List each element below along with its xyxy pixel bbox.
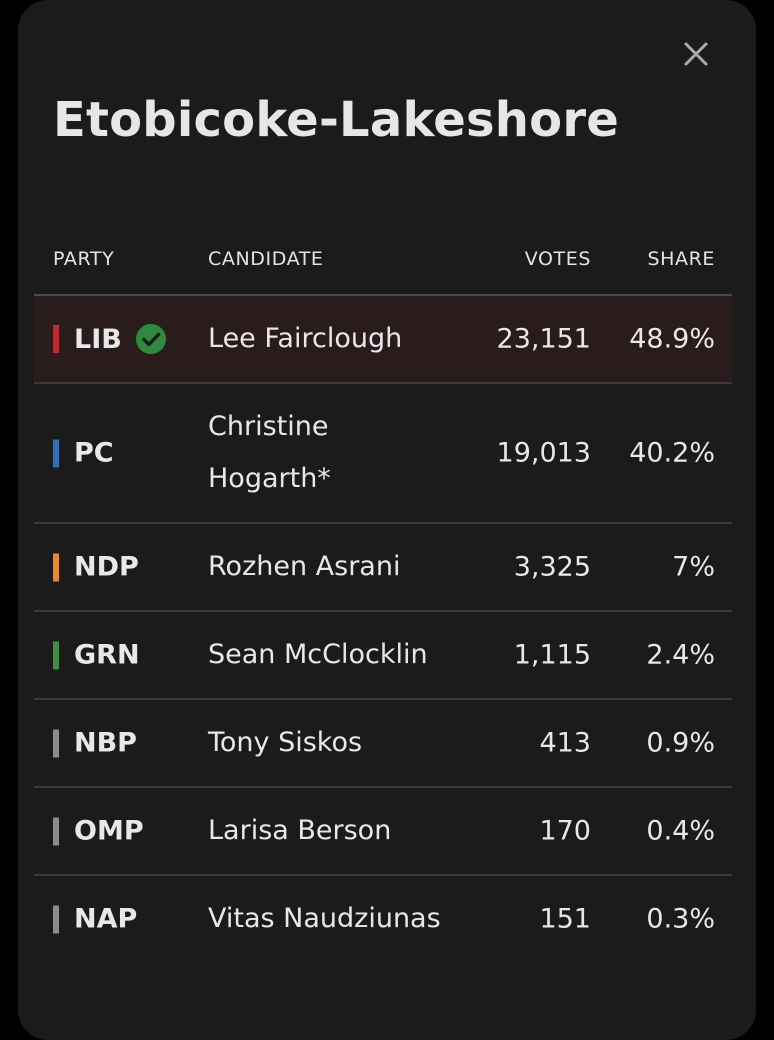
table-row: LIB Lee Fairclough 23,151 48.9% xyxy=(34,296,732,384)
results-table: PARTY CANDIDATE VOTES SHARE LIB Lee Fair… xyxy=(34,228,732,962)
close-button[interactable] xyxy=(679,37,713,71)
party-cell: NDP xyxy=(53,552,139,583)
party-color-bar xyxy=(53,325,59,353)
share-value: 48.9% xyxy=(629,323,715,355)
votes-value: 19,013 xyxy=(496,437,591,469)
party-color-bar xyxy=(53,905,59,933)
votes-value: 170 xyxy=(539,815,591,847)
share-value: 0.9% xyxy=(646,727,715,759)
party-label: PC xyxy=(74,437,114,469)
candidate-name: Lee Fairclough xyxy=(208,323,403,354)
table-row: OMP Larisa Berson 170 0.4% xyxy=(34,788,732,876)
close-icon xyxy=(684,42,708,66)
party-cell: NAP xyxy=(53,904,137,935)
candidate-name: Sean McClocklin xyxy=(208,639,428,670)
table-row: NDP Rozhen Asrani 3,325 7% xyxy=(34,524,732,612)
table-row: PC Christine Hogarth* 19,013 40.2% xyxy=(34,384,732,524)
candidate-name: Rozhen Asrani xyxy=(208,551,401,582)
party-color-bar xyxy=(53,817,59,845)
votes-value: 151 xyxy=(539,903,591,935)
candidate-name: Christine Hogarth* xyxy=(208,411,331,494)
share-value: 40.2% xyxy=(629,437,715,469)
table-row: GRN Sean McClocklin 1,115 2.4% xyxy=(34,612,732,700)
party-cell: NBP xyxy=(53,728,137,759)
results-panel: Etobicoke-Lakeshore PARTY CANDIDATE VOTE… xyxy=(18,0,756,1040)
candidate-name: Tony Siskos xyxy=(208,727,363,758)
party-cell: PC xyxy=(53,438,114,469)
party-label: LIB xyxy=(74,323,122,355)
party-color-bar xyxy=(53,553,59,581)
riding-title: Etobicoke-Lakeshore xyxy=(53,92,619,148)
party-color-bar xyxy=(53,641,59,669)
votes-value: 3,325 xyxy=(513,551,591,583)
table-row: NBP Tony Siskos 413 0.9% xyxy=(34,700,732,788)
header-share: SHARE xyxy=(647,248,715,270)
header-party: PARTY xyxy=(53,248,115,270)
table-header: PARTY CANDIDATE VOTES SHARE xyxy=(34,228,732,296)
party-label: NAP xyxy=(74,903,138,935)
share-value: 7% xyxy=(672,551,715,583)
party-color-bar xyxy=(53,729,59,757)
header-votes: VOTES xyxy=(524,248,591,270)
party-label: NBP xyxy=(74,727,137,759)
votes-value: 23,151 xyxy=(496,323,591,355)
party-cell: OMP xyxy=(53,816,144,847)
candidate-name: Vitas Naudziunas xyxy=(208,903,441,934)
candidate-name: Larisa Berson xyxy=(208,815,392,846)
votes-value: 1,115 xyxy=(513,639,591,671)
party-cell: GRN xyxy=(53,640,140,671)
share-value: 0.4% xyxy=(646,815,715,847)
check-circle-icon xyxy=(135,324,166,354)
share-value: 2.4% xyxy=(646,639,715,671)
votes-value: 413 xyxy=(539,727,591,759)
party-color-bar xyxy=(53,439,59,467)
party-label: GRN xyxy=(74,639,140,671)
party-label: NDP xyxy=(74,551,139,583)
header-candidate: CANDIDATE xyxy=(208,248,324,270)
table-row: NAP Vitas Naudziunas 151 0.3% xyxy=(34,876,732,962)
share-value: 0.3% xyxy=(646,903,715,935)
party-cell: LIB xyxy=(53,323,167,355)
party-label: OMP xyxy=(74,815,144,847)
